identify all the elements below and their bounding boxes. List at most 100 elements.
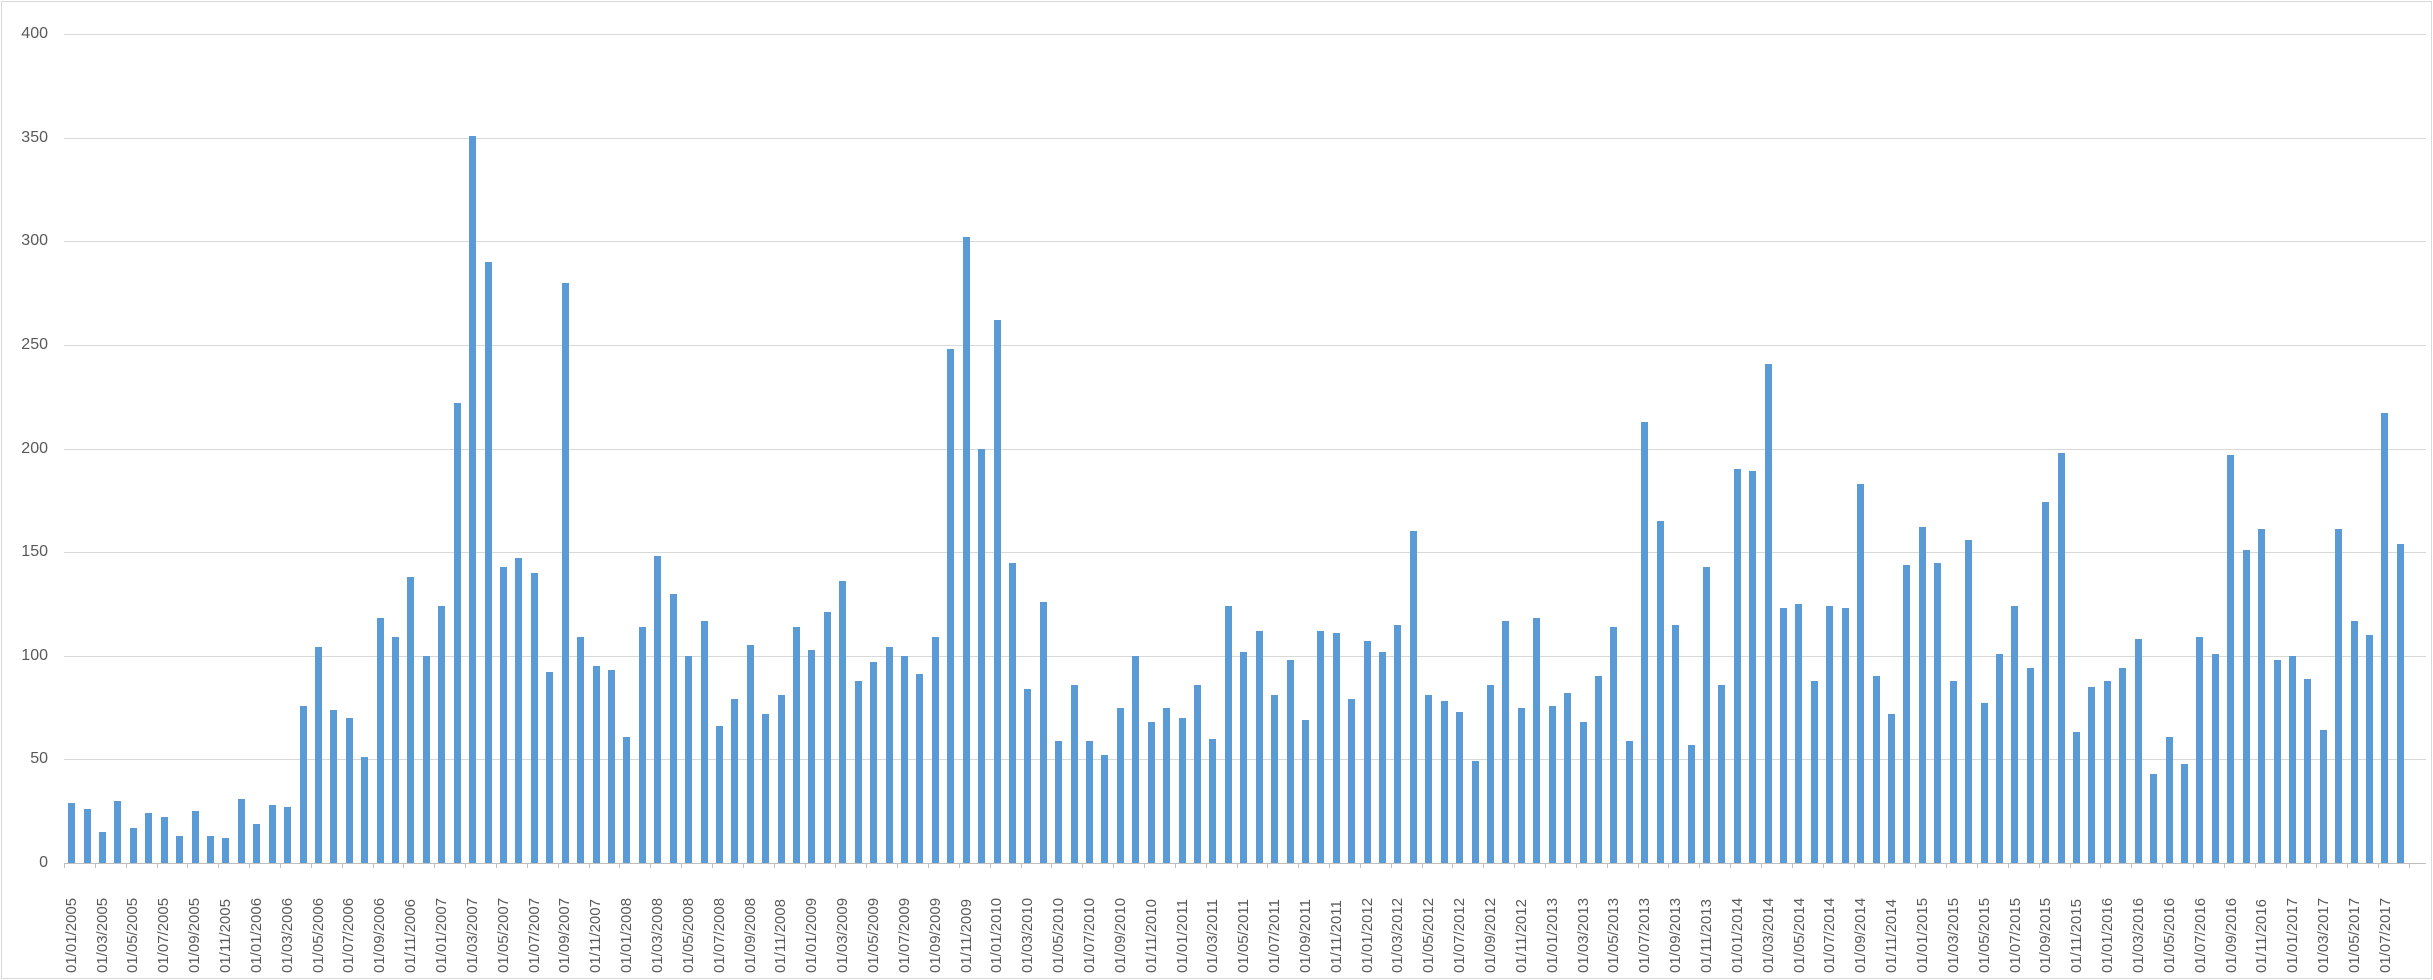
bar[interactable] (1733, 469, 1741, 863)
bar[interactable] (2273, 659, 2281, 863)
bar[interactable] (2258, 529, 2266, 863)
bar[interactable] (1194, 684, 1201, 863)
bar[interactable] (284, 807, 292, 863)
bar[interactable] (823, 612, 831, 863)
bar[interactable] (685, 655, 693, 863)
bar[interactable] (1841, 608, 1849, 863)
bar[interactable] (808, 649, 816, 863)
bar[interactable] (1533, 618, 1541, 863)
bar[interactable] (1487, 684, 1495, 863)
bar[interactable] (469, 135, 477, 863)
bar[interactable] (1887, 713, 1895, 863)
bar[interactable] (561, 282, 569, 863)
bar[interactable] (1286, 659, 1294, 863)
bar[interactable] (978, 448, 986, 863)
bar[interactable] (2119, 668, 2127, 863)
bar[interactable] (1332, 632, 1340, 863)
bar[interactable] (207, 836, 214, 863)
bar[interactable] (1857, 483, 1865, 863)
bar[interactable] (1610, 626, 1618, 863)
bar[interactable] (2288, 655, 2296, 863)
bar[interactable] (1780, 608, 1788, 863)
bar[interactable] (1086, 740, 1094, 863)
bar[interactable] (1687, 744, 1695, 863)
bar[interactable] (731, 699, 739, 863)
bar[interactable] (500, 566, 508, 863)
bar[interactable] (2088, 686, 2096, 863)
bar[interactable] (2181, 763, 2188, 863)
bar[interactable] (438, 606, 446, 863)
bar[interactable] (99, 831, 107, 863)
bar[interactable] (1024, 688, 1032, 863)
bar[interactable] (1240, 651, 1248, 863)
bar[interactable] (484, 261, 492, 863)
bar[interactable] (2196, 637, 2204, 863)
bar[interactable] (654, 556, 662, 863)
bar[interactable] (700, 620, 708, 863)
bar[interactable] (1579, 722, 1587, 863)
bar[interactable] (1764, 363, 1772, 863)
bar[interactable] (1456, 711, 1464, 863)
bar[interactable] (1471, 761, 1479, 863)
bar[interactable] (1363, 641, 1371, 863)
bar[interactable] (1440, 701, 1448, 863)
bar[interactable] (1348, 699, 1356, 863)
bar[interactable] (962, 237, 970, 863)
bar[interactable] (1409, 531, 1417, 863)
bar[interactable] (2211, 653, 2219, 863)
bar[interactable] (2319, 730, 2327, 863)
bar[interactable] (2150, 773, 2158, 863)
bar[interactable] (1070, 684, 1078, 863)
bar[interactable] (1903, 564, 1911, 863)
bar[interactable] (1425, 695, 1433, 863)
bar[interactable] (1317, 630, 1325, 863)
bar[interactable] (1301, 720, 1309, 863)
bar[interactable] (515, 558, 523, 863)
bar[interactable] (1178, 717, 1186, 863)
bar[interactable] (2227, 454, 2235, 863)
bar[interactable] (2335, 529, 2343, 863)
bar[interactable] (299, 705, 307, 863)
bar[interactable] (2042, 502, 2050, 863)
bar[interactable] (762, 713, 770, 863)
bar[interactable] (191, 811, 199, 863)
bar[interactable] (623, 736, 631, 863)
bar[interactable] (83, 809, 91, 863)
bar[interactable] (376, 618, 384, 863)
bar[interactable] (993, 320, 1001, 863)
bar[interactable] (1934, 562, 1942, 863)
bar[interactable] (237, 798, 245, 863)
bar[interactable] (1394, 624, 1402, 863)
bar[interactable] (854, 680, 862, 863)
bar[interactable] (176, 836, 184, 863)
bar[interactable] (2057, 452, 2065, 863)
bar[interactable] (1718, 684, 1726, 863)
bar[interactable] (253, 823, 261, 863)
bar[interactable] (1641, 421, 1649, 863)
bar[interactable] (900, 655, 908, 863)
bar[interactable] (1502, 620, 1510, 863)
bar[interactable] (1008, 562, 1016, 863)
bar[interactable] (2396, 543, 2404, 863)
bar[interactable] (2103, 680, 2111, 863)
bar[interactable] (1656, 521, 1664, 863)
bar[interactable] (577, 637, 585, 863)
bar[interactable] (1101, 755, 1109, 863)
bar[interactable] (2381, 413, 2389, 863)
bar[interactable] (777, 695, 785, 863)
bar[interactable] (931, 637, 939, 863)
bar[interactable] (530, 572, 538, 863)
bar[interactable] (1965, 539, 1973, 863)
bar[interactable] (2026, 668, 2034, 863)
bar[interactable] (2011, 606, 2019, 863)
bar[interactable] (330, 709, 338, 863)
bar[interactable] (1255, 630, 1263, 863)
bar[interactable] (392, 637, 400, 863)
bar[interactable] (1548, 705, 1556, 863)
bar[interactable] (1826, 606, 1834, 863)
bar[interactable] (839, 581, 847, 863)
bar[interactable] (1949, 680, 1957, 863)
bar[interactable] (1116, 707, 1124, 863)
bar[interactable] (916, 674, 924, 863)
bar[interactable] (715, 726, 723, 863)
